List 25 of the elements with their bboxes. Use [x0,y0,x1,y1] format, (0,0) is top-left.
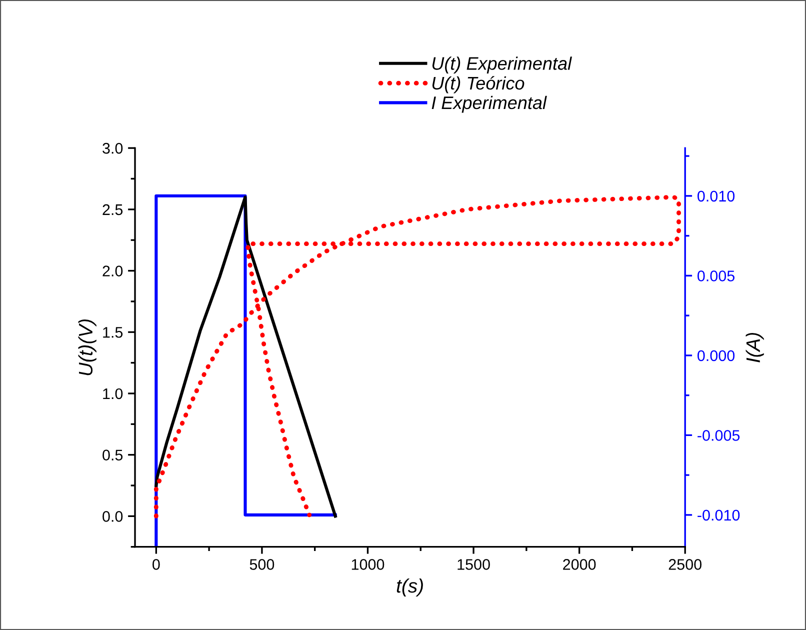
x-tick-label: 1000 [352,559,384,570]
x-tick-label: 500 [250,559,274,570]
y2-tick-label: 0.000 [698,350,735,362]
y-tick-label: 0.5 [102,450,123,460]
y-tick-label: 1.5 [103,327,123,338]
y2-tick-label: -0.010 [698,510,740,521]
x-tick-label: 0 [152,559,160,570]
x-axis-title: t(s) [396,578,423,597]
y2-tick-label: -0.005 [698,430,740,441]
x-tick-label: 2500 [668,559,702,570]
y-tick-label: 2.5 [102,204,123,216]
legend-label: U(t) Experimental [432,56,572,74]
y-tick-label: 1.0 [103,388,123,400]
y-axis-title: U(t)(V) [78,319,96,376]
y2-tick-label: 0.005 [698,270,734,282]
y2-tick-label: 0.010 [698,190,735,202]
legend-label: U(t) Teórico [432,76,524,94]
legend-label: I Experimental [432,96,547,113]
line-series [154,194,681,518]
x-tick-label: 2000 [563,559,596,570]
x-tick-label: 1500 [458,559,490,570]
y2-axis-title: I(A) [746,332,764,362]
y-tick-label: 3.0 [102,142,123,154]
y-tick-label: 0.0 [102,511,123,522]
y-tick-label: 2.0 [102,266,123,276]
